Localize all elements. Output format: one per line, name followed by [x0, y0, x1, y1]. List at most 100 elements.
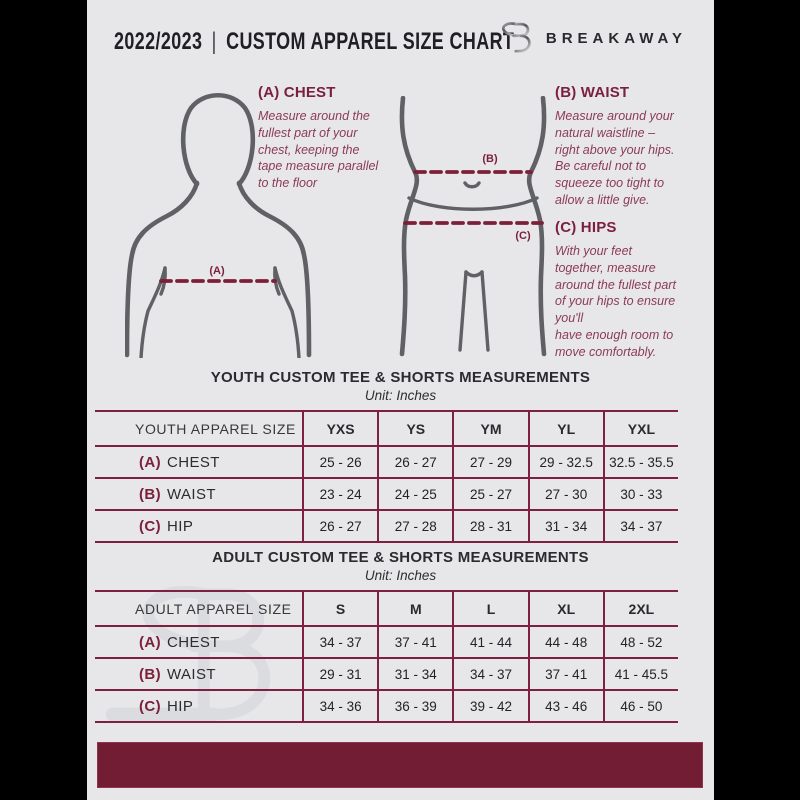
measurement-cell: 26 - 27	[302, 511, 378, 543]
breakaway-logo-icon	[493, 22, 531, 53]
measurement-cell: 24 - 25	[377, 479, 453, 511]
row-label-text: HIP	[167, 697, 194, 715]
measurement-cell: 37 - 41	[377, 627, 453, 659]
row-label-text: CHEST	[167, 453, 220, 471]
youth-header-label: YOUTH APPAREL SIZE	[95, 412, 302, 447]
row-prefix: (B)	[139, 665, 162, 683]
row-prefix: (A)	[139, 633, 162, 651]
size-header-cell: L	[452, 592, 528, 627]
size-header-cell: YS	[377, 412, 453, 447]
chest-line-label: (A)	[209, 265, 225, 277]
measurement-cell: 43 - 46	[527, 691, 603, 723]
measurement-cell: 44 - 48	[527, 627, 603, 659]
instruction-hips-heading: (C) HIPS	[555, 219, 617, 236]
measurement-cell: 27 - 29	[452, 447, 528, 479]
season-label: 2022/2023	[114, 27, 203, 55]
header: 2022/2023 | CUSTOM APPAREL SIZE CHART	[87, 0, 714, 70]
breakaway-watermark-icon	[105, 586, 271, 722]
measurement-cell: 31 - 34	[527, 511, 603, 543]
measurement-cell: 27 - 30	[527, 479, 603, 511]
page-title: 2022/2023 | CUSTOM APPAREL SIZE CHART	[114, 27, 514, 55]
instruction-chest-heading: (A) CHEST	[258, 84, 336, 101]
brand-name: BREAKAWAY	[545, 29, 687, 47]
size-header-cell: 2XL	[602, 592, 678, 627]
size-header-cell: XL	[527, 592, 603, 627]
upper-body-figure: (A)	[125, 93, 312, 358]
title-label: CUSTOM APPAREL SIZE CHART	[226, 27, 515, 55]
row-label: (C) HIP	[95, 511, 302, 543]
row-label: (B) WAIST	[95, 479, 302, 511]
crotch-curve	[464, 270, 484, 278]
right-shoulder-arm	[236, 180, 312, 358]
measurement-cell: 41 - 44	[452, 627, 528, 659]
right-inner-leg	[480, 270, 490, 352]
measurement-cell: 41 - 45.5	[602, 659, 678, 691]
measurement-cell: 48 - 52	[602, 627, 678, 659]
measurement-cell: 27 - 28	[377, 511, 453, 543]
logo-top-swoosh	[501, 22, 517, 38]
measurement-cell: 28 - 31	[452, 511, 528, 543]
row-label: (C) HIP	[95, 691, 302, 723]
measurement-cell: 29 - 31	[302, 659, 378, 691]
measurement-cell: 25 - 27	[452, 479, 528, 511]
measurement-cell: 34 - 37	[302, 627, 378, 659]
measurement-cell: 26 - 27	[377, 447, 453, 479]
row-prefix: (B)	[139, 485, 162, 503]
hip-band-curve	[407, 196, 539, 211]
measurement-cell: 30 - 33	[602, 479, 678, 511]
size-header-cell: YL	[527, 412, 603, 447]
right-armpit	[273, 266, 301, 358]
youth-table-unit: Unit: Inches	[364, 388, 437, 403]
row-prefix: (C)	[139, 517, 162, 535]
torso-hips-figure: (B) (C)	[399, 96, 547, 357]
size-chart-sheet: 2022/2023 | CUSTOM APPAREL SIZE CHART	[87, 0, 714, 800]
right-side-outline	[526, 96, 547, 357]
left-inner-leg	[458, 270, 468, 352]
size-header-cell: YXS	[302, 412, 378, 447]
footer-bar	[97, 742, 703, 788]
measurement-cell: 29 - 32.5	[527, 447, 603, 479]
instruction-hips: (C) HIPS With your feet together, measur…	[555, 219, 713, 361]
measurement-cell: 34 - 37	[602, 511, 678, 543]
adult-table-title: ADULT CUSTOM TEE & SHORTS MEASUREMENTS	[212, 549, 589, 566]
size-header-cell: S	[302, 592, 378, 627]
row-label-text: WAIST	[167, 485, 216, 503]
measurement-cell: 31 - 34	[377, 659, 453, 691]
size-header-cell: YXL	[602, 412, 678, 447]
measurement-cell: 39 - 42	[452, 691, 528, 723]
row-prefix: (C)	[139, 697, 162, 715]
brand-lockup: BREAKAWAY	[493, 15, 687, 61]
measurement-cell: 46 - 50	[602, 691, 678, 723]
row-label-text: CHEST	[167, 633, 220, 651]
instruction-chest-body: Measure around the fullest part of your …	[258, 109, 379, 191]
instruction-hips-body: With your feet together, measure around …	[555, 244, 676, 359]
measurement-cell: 37 - 41	[527, 659, 603, 691]
row-label-text: WAIST	[167, 665, 216, 683]
adult-table-unit: Unit: Inches	[364, 568, 437, 583]
instruction-waist-body: Measure around your natural waistline – …	[555, 109, 675, 207]
waist-line-label: (B)	[482, 153, 498, 165]
measurement-cell: 25 - 26	[302, 447, 378, 479]
row-label: (A) CHEST	[95, 447, 302, 479]
youth-table-title: YOUTH CUSTOM TEE & SHORTS MEASUREMENTS	[210, 369, 591, 386]
row-label: (B) WAIST	[95, 659, 302, 691]
left-side-outline	[399, 96, 420, 357]
instruction-waist: (B) WAIST Measure around your natural wa…	[555, 84, 713, 209]
size-header-cell: M	[377, 592, 453, 627]
measurement-cell: 32.5 - 35.5	[602, 447, 678, 479]
instruction-chest: (A) CHEST Measure around the fullest par…	[258, 84, 418, 192]
measurement-cell: 36 - 39	[377, 691, 453, 723]
navel-mark	[463, 181, 481, 189]
logo-lower-bowl	[514, 34, 531, 53]
measurement-cell: 23 - 24	[302, 479, 378, 511]
row-label-text: HIP	[167, 517, 194, 535]
adult-header-label: ADULT APPAREL SIZE	[95, 592, 302, 627]
row-label: (A) CHEST	[95, 627, 302, 659]
instruction-waist-heading: (B) WAIST	[555, 84, 630, 101]
adult-size-table: ADULT APPAREL SIZE S M L XL 2XL (A) CHES…	[95, 590, 678, 723]
measurement-cell: 34 - 37	[452, 659, 528, 691]
hip-line-label: (C)	[515, 230, 531, 242]
youth-size-table: YOUTH APPAREL SIZE YXS YS YM YL YXL (A) …	[95, 410, 678, 543]
measurement-cell: 34 - 36	[302, 691, 378, 723]
title-separator: |	[211, 27, 217, 55]
